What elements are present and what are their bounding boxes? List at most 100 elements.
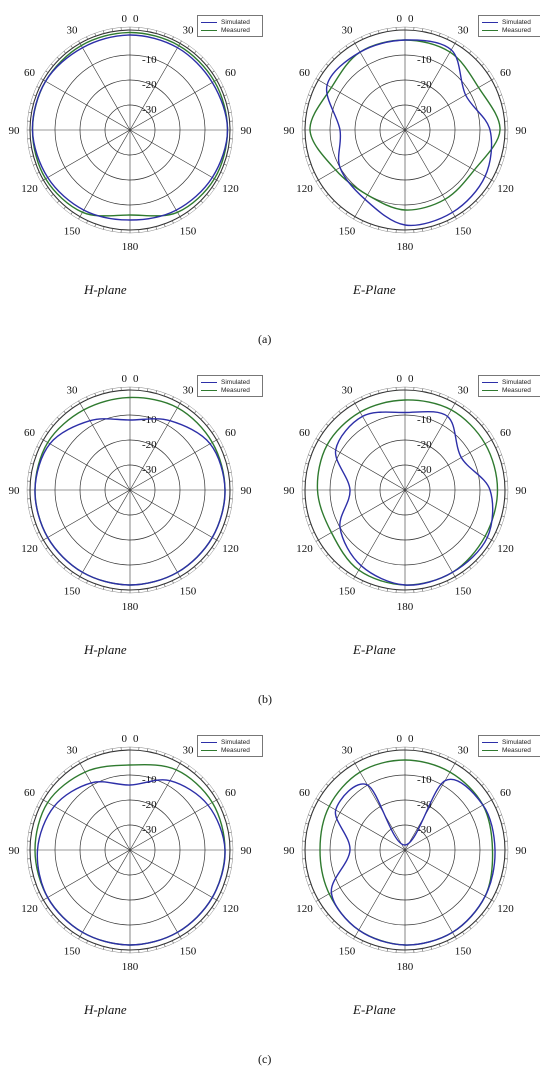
angle-tick-mark	[187, 572, 189, 574]
angle-tick-mark	[499, 884, 502, 885]
angle-tick-label: 150	[180, 225, 197, 237]
angle-tick-mark	[354, 577, 356, 580]
angle-tick-mark	[103, 31, 104, 34]
angle-tick-mark	[217, 900, 220, 902]
radial-tick-label: -10	[417, 774, 432, 786]
angle-tick-mark	[227, 823, 230, 824]
angle-tick-mark	[316, 79, 319, 81]
angle-tick-label: 0	[133, 733, 139, 745]
angle-tick-mark	[164, 584, 165, 587]
angle-tick-label: 0	[133, 13, 139, 25]
angle-tick-mark	[31, 516, 34, 517]
angle-tick-mark	[321, 187, 323, 189]
angle-tick-mark	[332, 777, 334, 779]
angle-tick-mark	[462, 46, 464, 48]
plane-title: H-plane	[84, 282, 127, 298]
angle-tick-mark	[201, 777, 203, 779]
angle-tick-mark	[326, 554, 328, 556]
angle-tick-mark	[207, 784, 209, 786]
angle-tick-mark	[71, 766, 73, 768]
legend-swatch	[201, 390, 217, 391]
angle-tick-mark	[312, 532, 315, 533]
legend-entry: Measured	[201, 386, 259, 394]
angle-tick-mark	[482, 194, 484, 196]
angle-tick-mark	[31, 156, 34, 157]
angle-tick-mark	[439, 224, 440, 227]
angle-tick-mark	[194, 51, 196, 53]
angle-tick-mark	[95, 393, 96, 396]
angle-tick-mark	[212, 907, 214, 909]
angle-tick-mark	[224, 95, 227, 96]
angle-tick-mark	[71, 932, 73, 934]
angle-tick-label: 90	[9, 125, 21, 137]
angle-tick-mark	[95, 584, 96, 587]
angle-tick-mark	[86, 397, 87, 400]
angle-spoke	[318, 800, 405, 850]
angle-tick-mark	[51, 64, 53, 66]
angle-tick-mark	[180, 41, 182, 44]
angle-tick-mark	[224, 815, 227, 816]
angle-tick-label: 120	[222, 183, 239, 195]
angle-tick-label: 30	[67, 385, 79, 397]
angle-tick-mark	[41, 900, 44, 902]
angle-tick-label: 0	[397, 13, 403, 25]
angle-tick-mark	[172, 757, 173, 760]
angle-tick-label: 150	[339, 945, 356, 957]
angle-tick-mark	[86, 37, 87, 40]
angle-tick-mark	[316, 180, 319, 182]
angle-tick-mark	[217, 799, 220, 801]
angle-tick-mark	[370, 944, 371, 947]
angle-tick-mark	[95, 753, 96, 756]
angle-tick-mark	[378, 587, 379, 590]
angle-spoke	[43, 850, 130, 900]
angle-tick-label: 150	[64, 945, 81, 957]
angle-tick-mark	[37, 86, 40, 87]
angle-tick-mark	[370, 393, 371, 396]
legend-label: Measured	[221, 387, 250, 394]
angle-spoke	[43, 440, 130, 490]
angle-tick-mark	[455, 577, 457, 580]
angle-spoke	[130, 490, 180, 577]
angle-tick-label: 150	[339, 585, 356, 597]
radial-tick-label: -10	[417, 414, 432, 426]
legend-entry: Simulated	[201, 738, 259, 746]
angle-tick-mark	[332, 201, 334, 203]
angle-tick-mark	[439, 393, 440, 396]
angle-tick-mark	[370, 224, 371, 227]
angle-tick-mark	[346, 406, 348, 408]
angle-tick-mark	[312, 806, 315, 807]
legend-swatch	[482, 382, 498, 383]
angle-tick-mark	[41, 799, 44, 801]
angle-tick-mark	[431, 587, 432, 590]
legend-entry: Simulated	[482, 738, 540, 746]
angle-tick-label: 60	[24, 67, 36, 79]
angle-tick-label: 150	[455, 945, 472, 957]
radial-tick-label: -30	[142, 464, 157, 476]
angle-tick-mark	[361, 581, 362, 584]
angle-tick-label: 90	[516, 485, 528, 497]
angle-tick-mark	[207, 64, 209, 66]
angle-tick-mark	[187, 46, 189, 48]
angle-tick-mark	[321, 547, 323, 549]
angle-tick-mark	[37, 806, 40, 807]
angle-tick-mark	[86, 581, 87, 584]
angle-tick-mark	[326, 914, 328, 916]
angle-spoke	[405, 850, 492, 900]
angle-tick-mark	[201, 201, 203, 203]
angle-tick-mark	[308, 815, 311, 816]
angle-tick-label: 180	[397, 241, 414, 253]
angle-tick-mark	[476, 561, 478, 563]
angle-tick-mark	[361, 221, 362, 224]
angle-tick-mark	[207, 424, 209, 426]
angle-tick-mark	[227, 463, 230, 464]
angle-tick-label: 120	[296, 903, 313, 915]
angle-tick-mark	[79, 41, 81, 44]
angle-tick-mark	[492, 180, 495, 182]
angle-tick-mark	[447, 397, 448, 400]
angle-spoke	[355, 43, 405, 130]
angle-tick-mark	[455, 41, 457, 44]
radial-tick-label: -10	[417, 54, 432, 66]
